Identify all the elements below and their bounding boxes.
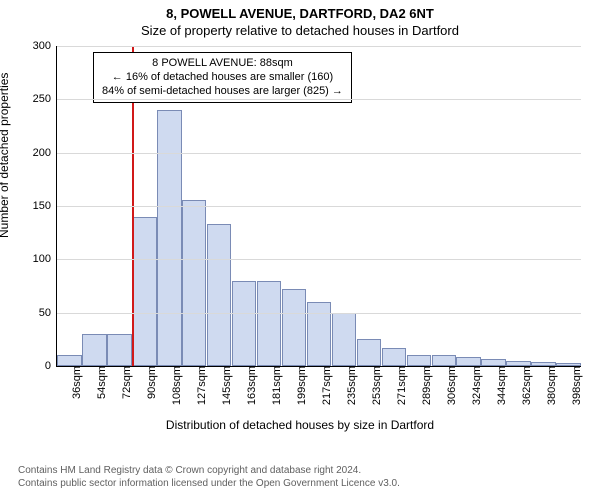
x-tick-label: 344sqm	[494, 366, 508, 405]
gridline-h	[57, 313, 581, 314]
annotation-box: 8 POWELL AVENUE: 88sqm ← 16% of detached…	[93, 52, 352, 103]
gridline-h	[57, 259, 581, 260]
y-tick-label: 150	[33, 200, 57, 212]
y-tick-label: 300	[33, 40, 57, 52]
histogram-bar	[407, 355, 431, 366]
x-tick-label: 181sqm	[269, 366, 283, 405]
x-tick-label: 380sqm	[544, 366, 558, 405]
attribution-line-1: Contains HM Land Registry data © Crown c…	[18, 464, 400, 477]
histogram-bar	[107, 334, 131, 366]
chart-area: Number of detached properties 8 POWELL A…	[0, 38, 600, 438]
x-tick-label: 324sqm	[469, 366, 483, 405]
histogram-bar	[182, 200, 206, 366]
gridline-h	[57, 99, 581, 100]
histogram-bar	[481, 359, 505, 366]
title-main: 8, POWELL AVENUE, DARTFORD, DA2 6NT	[0, 0, 600, 21]
histogram-bar	[357, 339, 381, 366]
y-axis-label: Number of detached properties	[0, 73, 11, 238]
histogram-bar	[456, 357, 480, 366]
y-tick-label: 50	[39, 307, 57, 319]
plot-region: 8 POWELL AVENUE: 88sqm ← 16% of detached…	[56, 46, 581, 367]
x-tick-label: 253sqm	[369, 366, 383, 405]
attribution-line-2: Contains public sector information licen…	[18, 477, 400, 490]
gridline-h	[57, 46, 581, 47]
histogram-bar	[232, 281, 256, 366]
y-tick-label: 250	[33, 93, 57, 105]
histogram-bar	[432, 355, 456, 366]
histogram-bar	[157, 110, 181, 366]
x-tick-label: 163sqm	[244, 366, 258, 405]
y-tick-label: 200	[33, 147, 57, 159]
x-tick-label: 235sqm	[344, 366, 358, 405]
y-tick-label: 0	[45, 360, 57, 372]
x-tick-label: 217sqm	[319, 366, 333, 405]
histogram-bar	[332, 313, 356, 366]
x-tick-label: 127sqm	[194, 366, 208, 405]
histogram-bar	[382, 348, 406, 366]
x-tick-label: 271sqm	[394, 366, 408, 405]
x-tick-label: 54sqm	[94, 366, 108, 399]
x-tick-label: 362sqm	[519, 366, 533, 405]
x-tick-label: 398sqm	[569, 366, 583, 405]
y-tick-label: 100	[33, 253, 57, 265]
x-tick-label: 108sqm	[169, 366, 183, 405]
histogram-bar	[207, 224, 231, 366]
title-sub: Size of property relative to detached ho…	[0, 21, 600, 38]
gridline-h	[57, 153, 581, 154]
histogram-bar	[132, 217, 156, 366]
histogram-bar	[307, 302, 331, 366]
x-tick-label: 90sqm	[144, 366, 158, 399]
histogram-bar	[82, 334, 106, 366]
histogram-bar	[282, 289, 306, 366]
x-tick-label: 289sqm	[419, 366, 433, 405]
histogram-bar	[57, 355, 81, 366]
x-tick-label: 72sqm	[119, 366, 133, 399]
x-axis-label: Distribution of detached houses by size …	[0, 418, 600, 432]
attribution: Contains HM Land Registry data © Crown c…	[18, 464, 400, 490]
annotation-line-2: ← 16% of detached houses are smaller (16…	[102, 71, 343, 85]
x-tick-label: 145sqm	[219, 366, 233, 405]
annotation-line-1: 8 POWELL AVENUE: 88sqm	[102, 57, 343, 71]
histogram-bar	[257, 281, 281, 366]
annotation-line-3: 84% of semi-detached houses are larger (…	[102, 85, 343, 99]
x-tick-label: 306sqm	[444, 366, 458, 405]
x-tick-label: 36sqm	[69, 366, 83, 399]
x-tick-label: 199sqm	[294, 366, 308, 405]
gridline-h	[57, 206, 581, 207]
